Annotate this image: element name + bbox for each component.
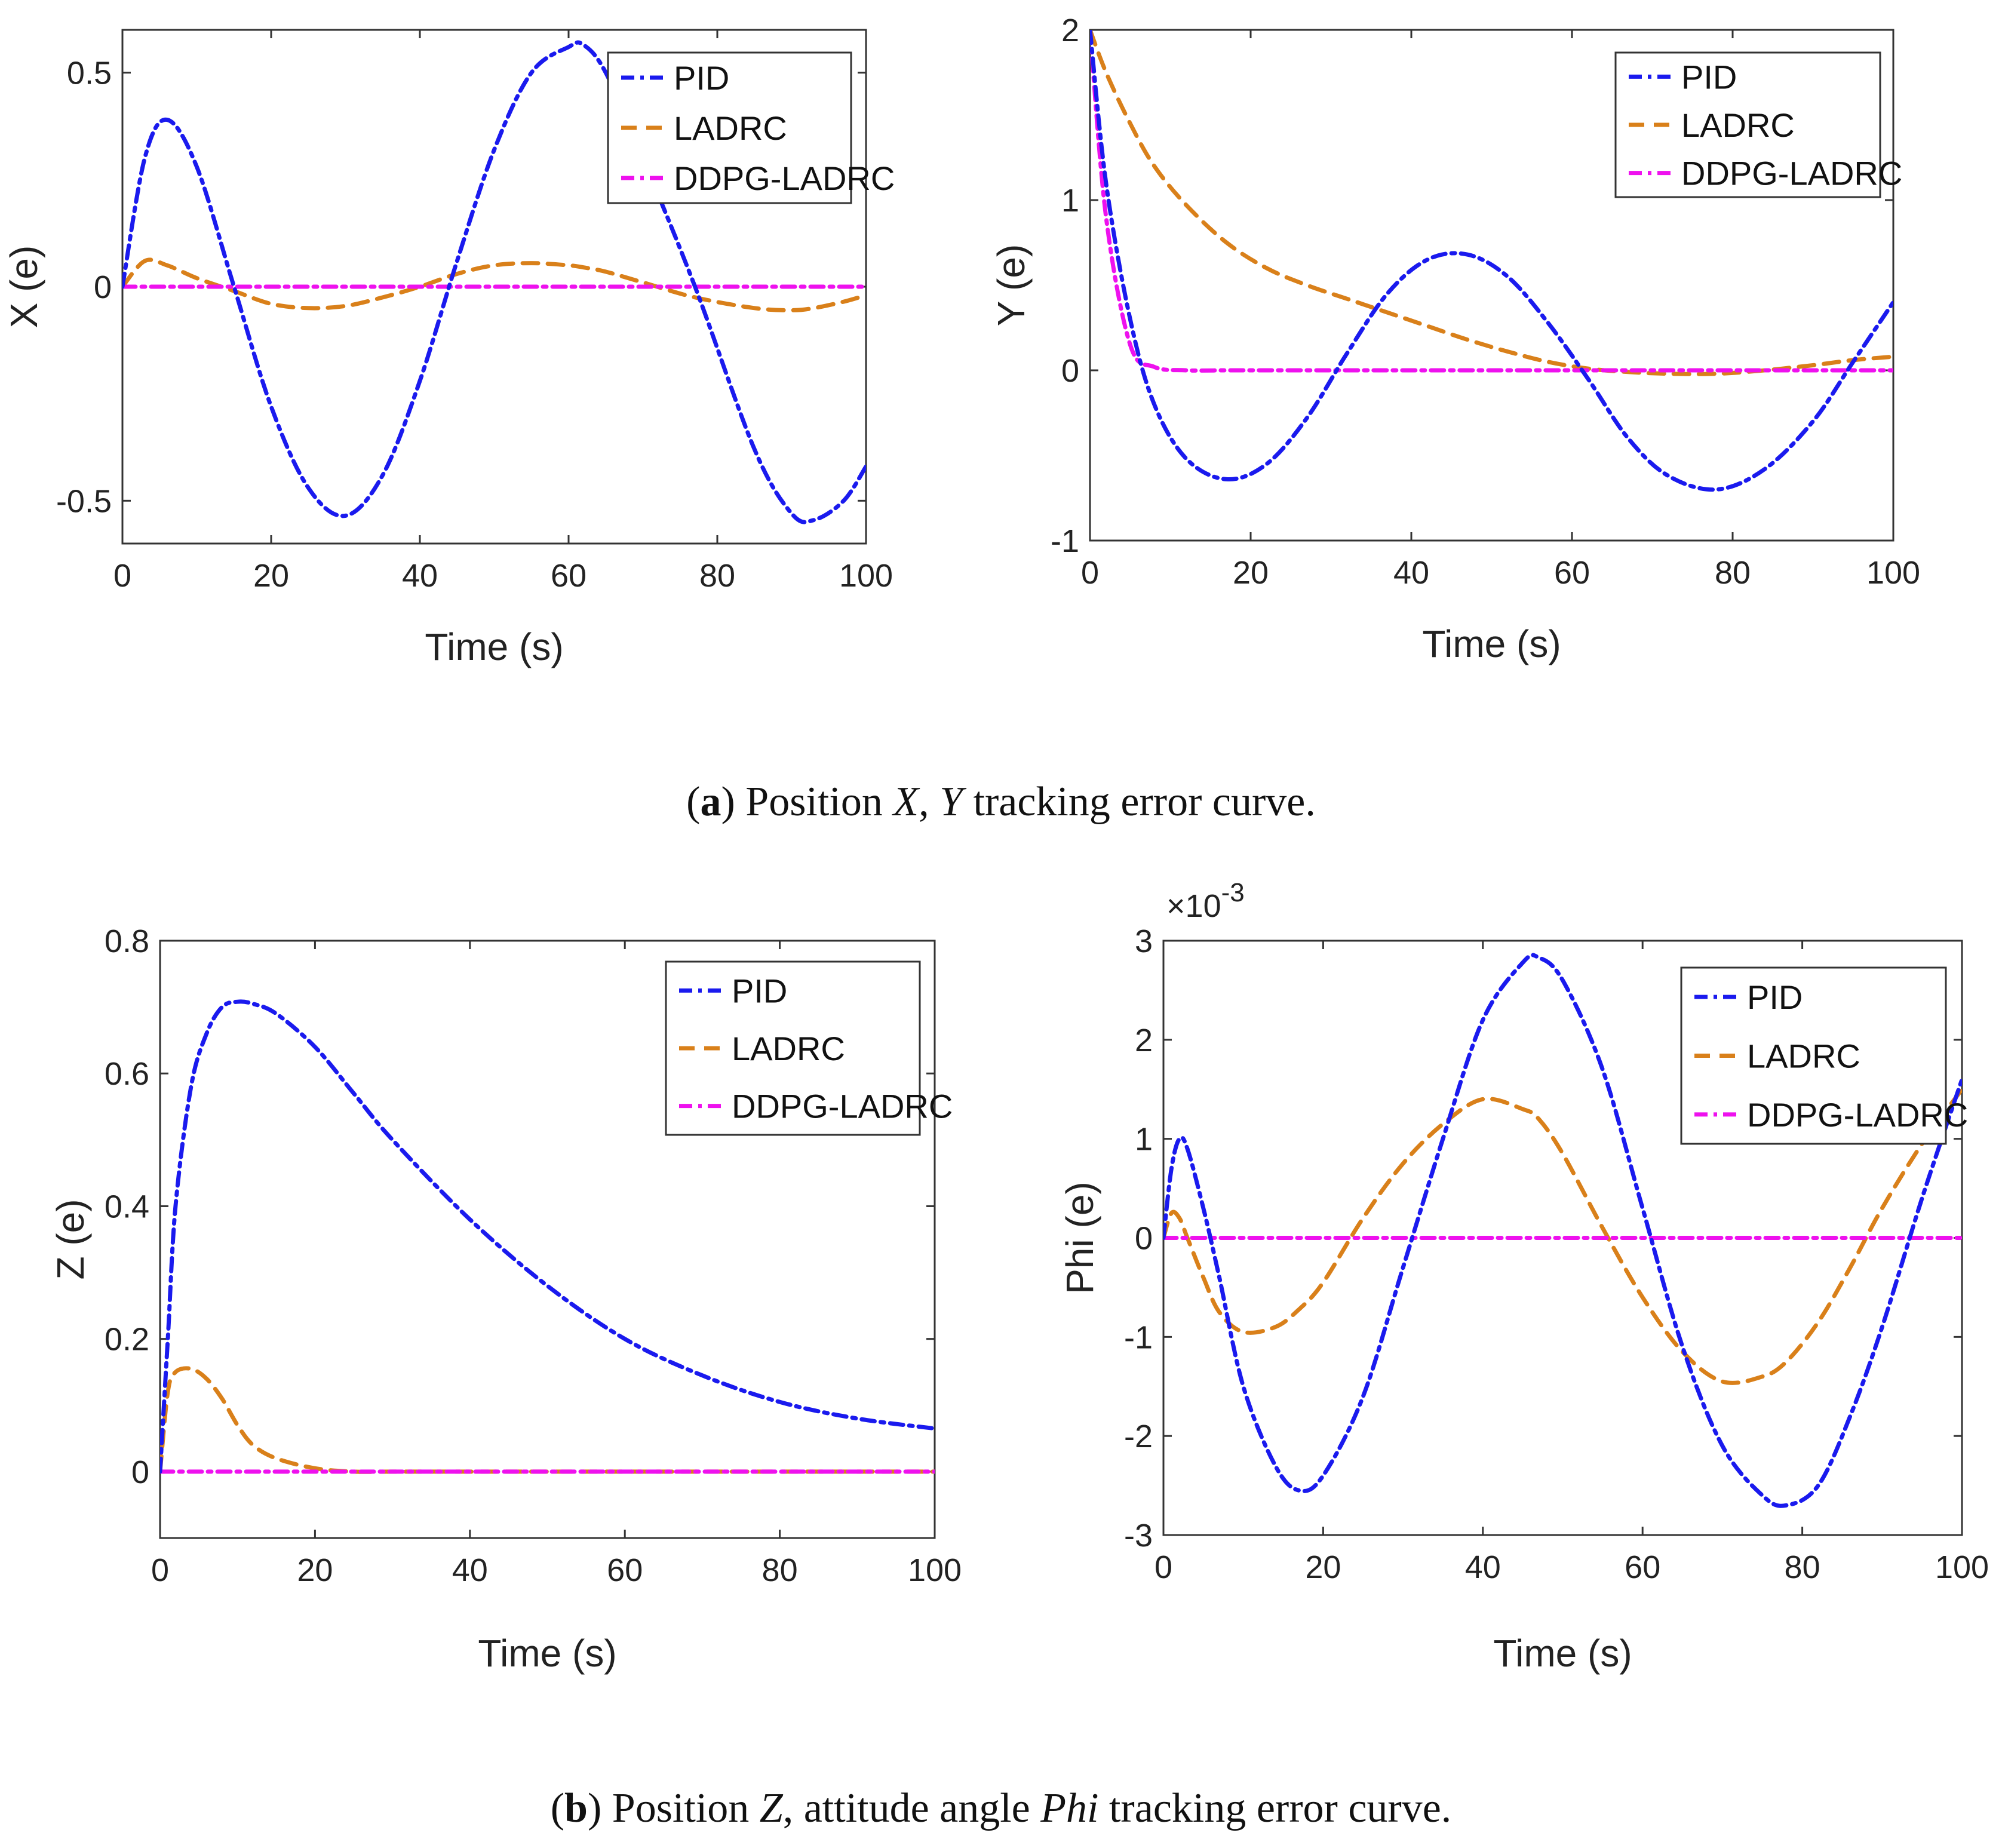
- x-axis-label: Time (s): [425, 625, 563, 668]
- x-tick-label: 100: [908, 1552, 962, 1588]
- legend: PID LADRC DDPG-LADRC: [607, 51, 895, 204]
- legend-label-ddpg-ladrc: DDPG-LADRC: [674, 159, 895, 197]
- y-tick-label: 0: [131, 1454, 149, 1490]
- x-axis-label: Time (s): [478, 1632, 616, 1675]
- caption-a-sep: ,: [919, 779, 939, 825]
- legend-label-pid: PID: [732, 972, 787, 1009]
- caption-a-suffix: tracking error curve.: [963, 779, 1316, 825]
- x-tick-label: 80: [762, 1552, 798, 1588]
- y-tick-label: 1: [1135, 1122, 1153, 1158]
- x-tick-label: 40: [402, 558, 438, 594]
- x-tick-label: 0: [1154, 1549, 1172, 1585]
- plot-frame: [1089, 29, 1894, 542]
- y-tick-label: 0.4: [105, 1189, 149, 1224]
- chart-z-error: 0 20 40 60 80 100 0 0.2 0.4 0.6 0.8 Time (s) Z (e) PI…: [49, 923, 962, 1675]
- caption-b-var2: Phi: [1040, 1785, 1098, 1831]
- x-tick-label: 20: [1233, 555, 1269, 591]
- legend-label-pid: PID: [674, 59, 729, 97]
- legend-label-ladrc: LADRC: [732, 1030, 845, 1067]
- legend-label-ddpg-ladrc: DDPG-LADRC: [732, 1088, 953, 1125]
- caption-a: (a) Position X, Y tracking error curve.: [686, 779, 1316, 825]
- legend-label-pid: PID: [1681, 58, 1737, 96]
- y-tick-label: 2: [1135, 1023, 1153, 1058]
- x-tick-label: 60: [1625, 1549, 1660, 1585]
- x-tick-label: 20: [297, 1552, 333, 1588]
- series-line-ddpg-ladrc: [1090, 30, 1893, 373]
- caption-b-prefix: Position: [612, 1785, 760, 1831]
- x-tick-label: 80: [1715, 555, 1751, 591]
- chart-phi-error: 0 20 40 60 80 100 -3 -2 -1 0 1 2 3 ×10-3 Time (s) Phi (…: [1058, 878, 1989, 1675]
- x-tick-label: 20: [253, 558, 289, 594]
- legend-label-ddpg-ladrc: DDPG-LADRC: [1747, 1096, 1968, 1134]
- legend-label-ladrc: LADRC: [1747, 1037, 1860, 1075]
- series-line-pid: [122, 40, 866, 524]
- x-tick-label: 40: [452, 1552, 488, 1588]
- legend-label-ladrc: LADRC: [674, 109, 787, 147]
- legend-label-pid: PID: [1747, 978, 1803, 1016]
- caption-b-var1: Z: [760, 1785, 784, 1831]
- series-line-pid: [1090, 30, 1893, 492]
- x-tick-label: 100: [1935, 1549, 1989, 1585]
- y-tick-label: 2: [1061, 13, 1079, 48]
- x-tick-label: 100: [839, 558, 893, 594]
- x-axis-label: Time (s): [1493, 1632, 1632, 1675]
- y-tick-label: -1: [1051, 523, 1079, 559]
- x-tick-label: 40: [1465, 1549, 1501, 1585]
- y-tick-label: 0: [94, 269, 112, 305]
- y-tick-label: 1: [1061, 183, 1079, 219]
- y-tick-label: 0.5: [67, 56, 112, 91]
- x-axis-label: Time (s): [1422, 622, 1561, 665]
- x-tick-label: 60: [1554, 555, 1590, 591]
- caption-a-letter: a: [700, 779, 721, 825]
- x-tick-label: 80: [699, 558, 735, 594]
- y-axis-label: Y (e): [990, 244, 1033, 327]
- x-tick-label: 20: [1305, 1549, 1341, 1585]
- series-line-ladrc: [1163, 1087, 1962, 1385]
- caption-b-suffix: tracking error curve.: [1098, 1785, 1451, 1831]
- y-exponent-label: ×10-3: [1166, 878, 1245, 924]
- caption-b: (b) Position Z, attitude angle Phi track…: [551, 1785, 1452, 1831]
- legend-label-ddpg-ladrc: DDPG-LADRC: [1681, 155, 1902, 192]
- x-tick-label: 40: [1393, 555, 1429, 591]
- x-tick-label: 60: [551, 558, 587, 594]
- y-tick-label: -3: [1124, 1518, 1153, 1554]
- y-tick-label: -2: [1124, 1419, 1153, 1454]
- legend: PID LADRC DDPG-LADRC: [665, 960, 953, 1136]
- caption-a-var2: Y: [939, 779, 967, 825]
- y-tick-label: 0: [1135, 1221, 1153, 1257]
- plot-frame: [159, 940, 936, 1539]
- caption-b-sep: , attitude angle: [783, 1785, 1041, 1831]
- caption-a-prefix: Position: [745, 779, 893, 825]
- y-tick-label: 0.6: [105, 1056, 149, 1092]
- series-line-ladrc: [122, 257, 866, 312]
- legend: PID LADRC DDPG-LADRC: [1614, 51, 1902, 198]
- y-axis-label: Phi (e): [1058, 1181, 1101, 1294]
- y-tick-label: 0.2: [105, 1322, 149, 1358]
- caption-b-letter: b: [564, 1785, 588, 1831]
- y-axis-label: X (e): [2, 245, 45, 329]
- y-tick-label: 3: [1135, 923, 1153, 959]
- x-tick-label: 0: [151, 1552, 169, 1588]
- legend-label-ladrc: LADRC: [1681, 106, 1795, 144]
- x-tick-label: 0: [1081, 555, 1099, 591]
- x-tick-label: 80: [1785, 1549, 1820, 1585]
- y-tick-label: -0.5: [56, 483, 112, 519]
- legend: PID LADRC DDPG-LADRC: [1680, 966, 1968, 1145]
- series-line-pid: [1163, 953, 1962, 1508]
- x-tick-label: 60: [607, 1552, 643, 1588]
- y-axis-label: Z (e): [49, 1199, 92, 1279]
- series-line-pid: [160, 999, 935, 1474]
- series-line-ladrc: [160, 1366, 935, 1474]
- y-tick-label: -1: [1124, 1319, 1153, 1355]
- y-tick-label: 0: [1061, 353, 1079, 389]
- series-line-ladrc: [1090, 30, 1893, 376]
- x-tick-label: 100: [1866, 555, 1920, 591]
- x-tick-label: 0: [113, 558, 131, 594]
- caption-a-var1: X: [891, 779, 920, 825]
- y-tick-label: 0.8: [105, 923, 149, 959]
- chart-x-error: 0 20 40 60 80 100 -0.5 0 0.5 Time (s) X (e) PID LADR…: [2, 29, 895, 668]
